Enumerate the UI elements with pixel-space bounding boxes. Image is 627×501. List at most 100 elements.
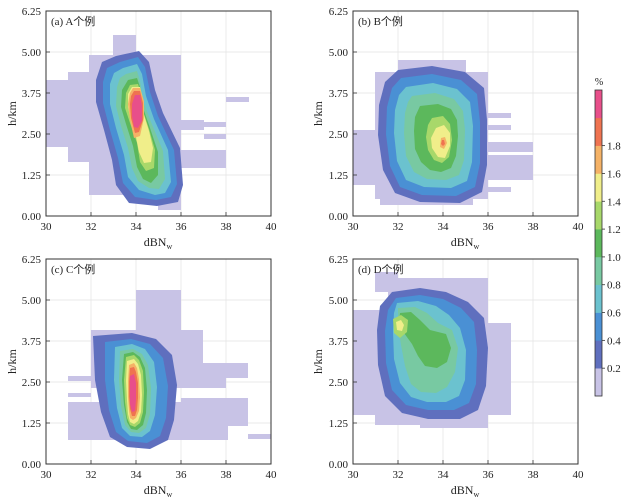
x-tick-label: 36 bbox=[176, 221, 188, 233]
contour-level-1.7 bbox=[441, 140, 445, 146]
x-axis-label-main: dBN bbox=[144, 483, 167, 497]
y-tick-label: 1.25 bbox=[22, 418, 42, 430]
x-axis-label: dBNw bbox=[451, 483, 480, 499]
y-tick-labels: 0.00 1.25 2.50 3.75 5.00 6.25 bbox=[22, 6, 42, 223]
y-axis-label: h/km bbox=[311, 101, 325, 126]
colorbar-swatch bbox=[595, 256, 602, 286]
y-tick-label: 5.00 bbox=[22, 47, 42, 59]
plot-frame bbox=[45, 10, 272, 217]
colorbar-tick-label: 0.6 bbox=[607, 308, 621, 320]
panel-label: (d) D个例 bbox=[358, 262, 404, 276]
y-tick-label: 2.50 bbox=[329, 129, 349, 141]
colorbar-swatch bbox=[595, 340, 602, 369]
x-axis-label-main: dBN bbox=[144, 235, 167, 249]
x-tick-label: 36 bbox=[483, 221, 495, 233]
x-tick-label: 38 bbox=[528, 221, 540, 233]
x-tick-label: 32 bbox=[86, 469, 97, 481]
colorbar-swatch bbox=[595, 312, 602, 341]
y-tick-label: 6.25 bbox=[22, 6, 42, 18]
y-tick-label: 6.25 bbox=[329, 254, 349, 266]
x-tick-label: 34 bbox=[438, 221, 450, 233]
colorbar-unit: % bbox=[595, 77, 603, 88]
plot-frame bbox=[45, 258, 272, 465]
contour-level-1.4 bbox=[431, 125, 450, 158]
colorbar-ticks: 0.2 0.4 0.6 0.8 1.0 1.2 1.4 1.6 1.8 bbox=[602, 141, 621, 375]
y-tick-label: 5.00 bbox=[329, 295, 349, 307]
panel-d: 30 32 34 36 38 40 0.00 1.25 2.50 3.75 5.… bbox=[311, 254, 584, 499]
y-tick-label: 3.75 bbox=[22, 88, 42, 100]
colorbar-tick-label: 1.0 bbox=[607, 252, 621, 264]
x-tick-label: 40 bbox=[266, 469, 278, 481]
x-tick-label: 34 bbox=[131, 469, 143, 481]
colorbar-swatch bbox=[595, 90, 602, 119]
x-axis-label-main: dBN bbox=[451, 483, 474, 497]
y-tick-labels: 0.00 1.25 2.50 3.75 5.00 6.25 bbox=[329, 6, 349, 223]
colorbar-swatches bbox=[595, 90, 602, 397]
colorbar-swatch bbox=[595, 201, 602, 230]
contour-level-1.0 bbox=[399, 312, 451, 368]
y-tick-label: 1.25 bbox=[22, 170, 42, 182]
x-tick-label: 32 bbox=[393, 221, 404, 233]
x-tick-label: 30 bbox=[41, 221, 53, 233]
density-contours bbox=[353, 272, 511, 428]
x-axis-label-sub: w bbox=[166, 242, 172, 251]
y-tick-label: 5.00 bbox=[22, 295, 42, 307]
x-tick-label: 34 bbox=[131, 221, 143, 233]
x-tick-label: 30 bbox=[41, 469, 53, 481]
panel-label: (c) C个例 bbox=[51, 262, 95, 276]
y-tick-label: 1.25 bbox=[329, 170, 349, 182]
colorbar-tick-label: 1.8 bbox=[607, 141, 621, 153]
y-axis-label: h/km bbox=[5, 349, 19, 374]
x-tick-label: 38 bbox=[221, 221, 233, 233]
density-contours bbox=[353, 60, 533, 205]
y-tick-labels: 0.00 1.25 2.50 3.75 5.00 6.25 bbox=[329, 254, 349, 471]
x-axis-label-sub: w bbox=[473, 490, 479, 499]
y-tick-label: 0.00 bbox=[22, 211, 42, 223]
y-tick-label: 2.50 bbox=[329, 377, 349, 389]
y-tick-label: 2.50 bbox=[22, 377, 42, 389]
y-tick-label: 2.50 bbox=[22, 129, 42, 141]
panel-c: 30 32 34 36 38 40 0.00 1.25 2.50 3.75 5.… bbox=[5, 254, 277, 499]
axis-ticks bbox=[352, 10, 579, 217]
y-tick-label: 6.25 bbox=[22, 254, 42, 266]
x-axis-label-sub: w bbox=[473, 242, 479, 251]
y-tick-label: 3.75 bbox=[329, 336, 349, 348]
y-tick-label: 5.00 bbox=[329, 47, 349, 59]
colorbar-swatch bbox=[595, 145, 602, 174]
axis-ticks bbox=[45, 258, 272, 465]
x-tick-label: 40 bbox=[573, 221, 585, 233]
x-tick-label: 36 bbox=[176, 469, 188, 481]
x-tick-label: 30 bbox=[348, 221, 360, 233]
y-tick-labels: 0.00 1.25 2.50 3.75 5.00 6.25 bbox=[22, 254, 42, 471]
x-axis-label: dBNw bbox=[144, 235, 173, 251]
x-tick-label: 36 bbox=[483, 469, 495, 481]
x-tick-labels: 30 32 34 36 38 40 bbox=[348, 221, 585, 233]
density-contours bbox=[46, 35, 249, 210]
x-axis-label-main: dBN bbox=[451, 235, 474, 249]
x-tick-label: 30 bbox=[348, 469, 360, 481]
colorbar-tick-label: 0.8 bbox=[607, 280, 621, 292]
colorbar-swatch bbox=[595, 117, 602, 146]
colorbar-tick-label: 1.4 bbox=[607, 196, 621, 208]
plot-frame bbox=[352, 258, 579, 465]
x-tick-label: 40 bbox=[573, 469, 585, 481]
plot-frame bbox=[352, 10, 579, 217]
y-tick-label: 3.75 bbox=[329, 88, 349, 100]
panel-b: 30 32 34 36 38 40 0.00 1.25 2.50 3.75 5.… bbox=[311, 6, 584, 251]
colorbar-tick-label: 0.4 bbox=[607, 335, 621, 347]
colorbar: % 0.2 0.4 0.6 0.8 1.0 1.2 1.4 1.6 1.8 bbox=[594, 77, 621, 397]
colorbar-swatch bbox=[595, 229, 602, 258]
x-tick-label: 32 bbox=[86, 221, 97, 233]
colorbar-frame bbox=[594, 89, 603, 397]
contour-level-1.9 bbox=[130, 374, 136, 412]
panel-label: (a) A个例 bbox=[51, 14, 95, 28]
colorbar-swatch bbox=[595, 284, 602, 313]
x-axis-label: dBNw bbox=[144, 483, 173, 499]
x-tick-label: 38 bbox=[221, 469, 233, 481]
panel-a: 30 32 34 36 38 40 0.00 1.25 2.50 3.75 5.… bbox=[5, 6, 277, 251]
y-axis-label: h/km bbox=[311, 349, 325, 374]
y-tick-label: 0.00 bbox=[329, 211, 349, 223]
contour-level-1.4 bbox=[396, 320, 404, 331]
y-tick-label: 0.00 bbox=[22, 459, 42, 471]
